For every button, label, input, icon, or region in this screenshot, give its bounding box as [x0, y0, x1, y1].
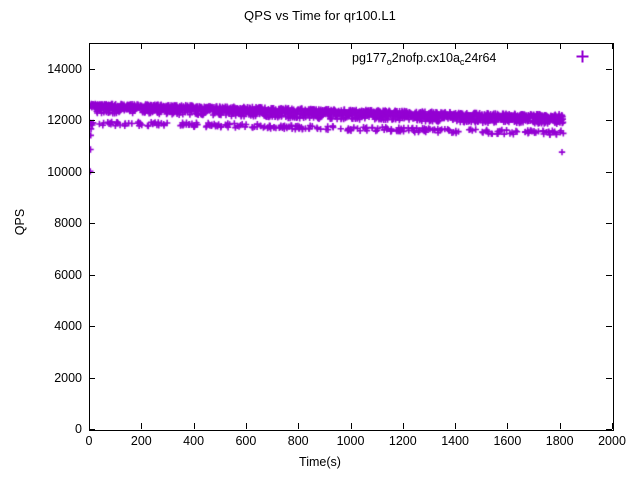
- y-tick-mark-right: [606, 171, 612, 173]
- x-tick-mark: [507, 423, 509, 429]
- x-tick-mark: [193, 423, 195, 429]
- y-tick-label-2000: 2000: [54, 370, 82, 385]
- y-tick-label-8000: 8000: [54, 216, 82, 230]
- x-tick-label-2000: 2000: [598, 434, 626, 448]
- x-tick-label-1200: 1200: [388, 434, 417, 448]
- legend-label-part3: 24r64: [464, 51, 497, 65]
- x-tick-label-400: 400: [183, 434, 205, 448]
- y-tick-label-10000: 10000: [47, 164, 82, 179]
- x-tick-mark-top: [141, 43, 143, 49]
- y-tick-mark: [89, 326, 95, 327]
- y-tick-mark-right: [606, 223, 612, 224]
- x-tick-mark: [350, 423, 352, 429]
- x-tick-mark: [89, 423, 90, 429]
- y-tick-mark-right: [606, 68, 612, 70]
- x-tick-mark-top: [455, 43, 457, 49]
- legend-label-sub2: c: [459, 57, 465, 67]
- legend-label-sub1: o: [386, 57, 392, 67]
- x-axis-title: Time(s): [299, 455, 341, 469]
- x-tick-mark: [298, 423, 300, 429]
- x-tick-label-1600: 1600: [493, 434, 522, 448]
- y-tick-label-14000: 14000: [47, 61, 82, 76]
- scatter-plot-canvas: [90, 44, 613, 430]
- chart-title: QPS vs Time for qr100.L1: [244, 8, 396, 23]
- y-tick-mark-right: [606, 326, 612, 327]
- y-tick-mark: [89, 429, 95, 430]
- legend-label-part2: 2nofp.cx10a: [391, 51, 460, 65]
- y-tick-mark: [89, 171, 95, 173]
- x-tick-mark-top: [559, 43, 561, 49]
- legend-label: pg177o2nofp.cx10ac24r64: [352, 51, 497, 67]
- y-tick-label-12000: 12000: [47, 113, 82, 127]
- y-tick-label-6000: 6000: [54, 267, 82, 282]
- x-tick-mark-top: [245, 43, 247, 49]
- y-tick-mark: [89, 120, 95, 121]
- y-axis-tick-labels: 0 2000 4000 6000 8000 10000 12000 14000: [0, 0, 82, 480]
- x-tick-mark: [245, 423, 247, 429]
- y-tick-mark: [89, 68, 95, 70]
- y-tick-mark-right: [606, 429, 612, 430]
- y-tick-label-4000: 4000: [54, 319, 82, 333]
- x-tick-mark-top: [612, 43, 613, 49]
- x-tick-label-800: 800: [287, 434, 309, 448]
- y-tick-mark: [89, 274, 95, 276]
- y-tick-mark: [89, 223, 95, 224]
- y-tick-mark-right: [606, 377, 612, 379]
- x-tick-label-0: 0: [85, 434, 93, 448]
- x-tick-mark: [559, 423, 561, 429]
- plus-marker-icon: [576, 50, 589, 63]
- x-tick-mark: [612, 423, 613, 429]
- x-tick-label-1800: 1800: [545, 434, 574, 448]
- x-tick-mark: [402, 423, 404, 429]
- x-tick-mark-top: [193, 43, 195, 49]
- x-tick-mark-top: [402, 43, 404, 49]
- x-tick-mark-top: [350, 43, 352, 49]
- x-tick-mark-top: [507, 43, 509, 49]
- x-tick-mark-top: [298, 43, 300, 49]
- legend-label-part1: pg177: [352, 51, 387, 65]
- x-tick-mark: [455, 423, 457, 429]
- plot-area: [89, 43, 614, 431]
- legend: pg177o2nofp.cx10ac24r64: [352, 47, 589, 69]
- x-tick-mark-top: [89, 43, 90, 49]
- y-tick-mark-right: [606, 120, 612, 121]
- x-tick-label-1400: 1400: [441, 434, 469, 448]
- x-tick-label-1000: 1000: [336, 434, 365, 448]
- y-tick-mark-right: [606, 274, 612, 276]
- y-axis-title: QPS: [13, 208, 27, 236]
- y-tick-label-0: 0: [75, 422, 82, 436]
- x-tick-label-200: 200: [130, 434, 152, 448]
- y-tick-mark: [89, 377, 95, 379]
- x-tick-mark: [141, 423, 143, 429]
- x-tick-label-600: 600: [235, 434, 257, 448]
